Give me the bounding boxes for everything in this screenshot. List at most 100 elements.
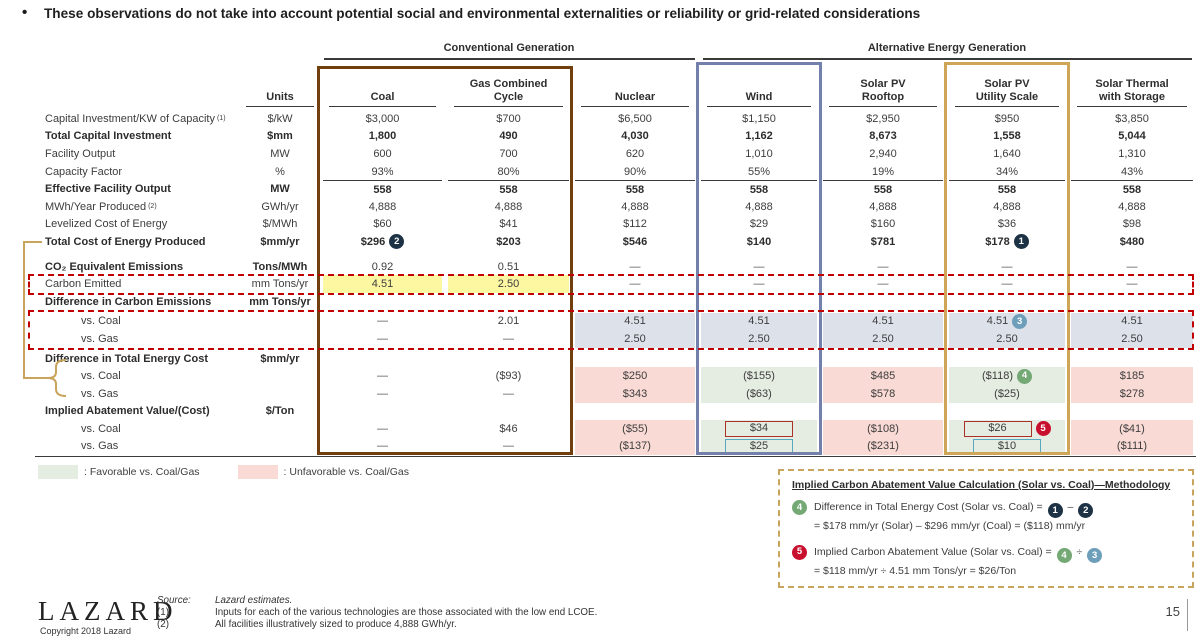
value-cell-bg: 1,162	[701, 128, 817, 146]
value-cell-bg: 90%	[575, 163, 695, 181]
value-text: 1,162	[745, 130, 773, 143]
row-label: Capacity Factor	[35, 163, 240, 181]
value-text: 2,940	[869, 147, 897, 160]
value-text: ($155)	[743, 370, 775, 383]
value-cell-bg: $950	[949, 110, 1065, 128]
value-cell-bg: $480	[1071, 233, 1193, 251]
value-cell-bg	[575, 293, 695, 311]
value-cell-bg: $203	[448, 233, 569, 251]
page-number: 15	[1165, 604, 1180, 619]
value-cell-bg: 2.01	[448, 313, 569, 331]
column-header-label: Nuclear	[614, 90, 656, 103]
row-label: MWh/Year Produced (2)	[45, 200, 157, 213]
row-unit: mm Tons/yr	[251, 278, 309, 291]
value-cell: $46	[445, 420, 572, 438]
value-text: $203	[496, 235, 521, 248]
methodology-item-2-op: ÷	[1073, 545, 1086, 558]
value-cell-bg: 4,888	[823, 198, 943, 216]
row-unit: $/kW	[267, 112, 293, 125]
legend-unfavorable-label: : Unfavorable vs. Coal/Gas	[283, 466, 410, 478]
value-cell: 4,888	[698, 198, 820, 216]
table-row: Facility Output MW 600 700 620 1,010 2,940 1,64…	[35, 145, 1196, 163]
value-text: $3,850	[1115, 112, 1149, 125]
value-cell-bg: 620	[575, 145, 695, 163]
methodology-item-1: 4 Difference in Total Energy Cost (Solar…	[792, 499, 1182, 535]
row-label-text: vs. Gas	[81, 332, 119, 345]
value-cell-bg: 1,010	[701, 145, 817, 163]
value-cell: —	[698, 275, 820, 293]
row-label-text: Implied Abatement Value/(Cost)	[45, 405, 210, 418]
value-text: $46	[499, 422, 518, 435]
value-cell-bg: ($93)	[448, 367, 569, 385]
value-cell: —	[946, 258, 1068, 276]
value-cell: ($63)	[698, 384, 820, 403]
column-header-label: Wind	[745, 90, 773, 103]
value-text: $34	[725, 421, 793, 437]
value-cell-bg	[949, 403, 1065, 421]
row-label-text: Effective Facility Output	[45, 183, 171, 196]
value-cell: —	[946, 275, 1068, 293]
value-cell-bg: 19%	[823, 163, 943, 181]
value-cell: $112	[572, 216, 698, 234]
value-cell: $296 2	[320, 233, 445, 251]
value-text: 558	[749, 183, 769, 196]
row-label-text: CO₂ Equivalent Emissions	[45, 260, 184, 273]
table-row: Difference in Total Energy Cost $mm/yr	[35, 350, 1196, 368]
value-cell: 4,888	[445, 198, 572, 216]
value-cell-bg: 4,888	[575, 198, 695, 216]
value-text: $10	[973, 438, 1041, 455]
value-cell-bg: —	[1071, 275, 1193, 293]
value-cell-bg: —	[448, 438, 569, 456]
row-unit	[240, 420, 320, 438]
value-text: 4.51	[371, 278, 394, 291]
value-cell: $140	[698, 233, 820, 251]
value-cell: 1,162	[698, 128, 820, 146]
value-cell-bg: 0.92	[323, 258, 442, 276]
value-text: 1,310	[1118, 147, 1146, 160]
value-cell-bg: 2.50	[575, 330, 695, 348]
value-cell: $578	[820, 384, 946, 403]
value-text: —	[877, 278, 889, 291]
value-text: ($63)	[746, 387, 772, 400]
row-label-text: Total Cost of Energy Produced	[45, 235, 206, 248]
row-label: Levelized Cost of Energy	[35, 216, 240, 234]
badge-5-icon: 5	[1035, 421, 1051, 437]
row-label-text: Carbon Emitted	[45, 278, 122, 291]
page-number-divider	[1187, 599, 1188, 631]
column-header-underline	[328, 105, 437, 107]
value-cell-bg	[701, 403, 817, 421]
value-cell-bg	[323, 293, 442, 311]
value-text: 558	[625, 183, 645, 196]
value-cell	[572, 403, 698, 421]
value-cell-bg	[701, 293, 817, 311]
table-body: Capital Investment/KW of Capacity (1) $/k…	[35, 110, 1196, 456]
value-text: 4,888	[745, 200, 773, 213]
value-cell-bg: $3,000	[323, 110, 442, 128]
value-cell-bg	[323, 403, 442, 421]
row-label: Total Capital Investment	[35, 128, 240, 146]
value-cell: $3,000	[320, 110, 445, 128]
value-text: 8,673	[869, 130, 897, 143]
value-cell: 558	[698, 180, 820, 198]
value-cell: $700	[445, 110, 572, 128]
table-row: Capital Investment/KW of Capacity (1) $/k…	[35, 110, 1196, 128]
value-cell	[445, 403, 572, 421]
value-cell: $25	[698, 437, 820, 456]
value-cell	[320, 293, 445, 311]
value-cell-bg: 558	[323, 180, 442, 198]
value-cell-bg: ($137)	[575, 437, 695, 456]
table-row: vs. Coal —2.01 4.51 4.51 4.51 4.51 3 4.51	[35, 312, 1196, 331]
value-cell: 2.50	[572, 330, 698, 348]
bullet-icon: •	[22, 4, 28, 21]
table-row: Total Cost of Energy Produced $mm/yr $296 2…	[35, 233, 1196, 251]
value-cell-bg: 8,673	[823, 128, 943, 146]
value-cell-bg: $278	[1071, 384, 1193, 403]
row-unit: GWh/yr	[261, 200, 299, 213]
value-cell: $10	[946, 437, 1068, 456]
value-cell: 558	[572, 180, 698, 198]
group-underline-alternative	[703, 58, 1192, 60]
value-cell: 558	[1068, 180, 1196, 198]
value-cell-bg: —	[823, 258, 943, 276]
row-label-text: Capacity Factor	[45, 165, 123, 178]
value-cell-bg: $2,950	[823, 110, 943, 128]
